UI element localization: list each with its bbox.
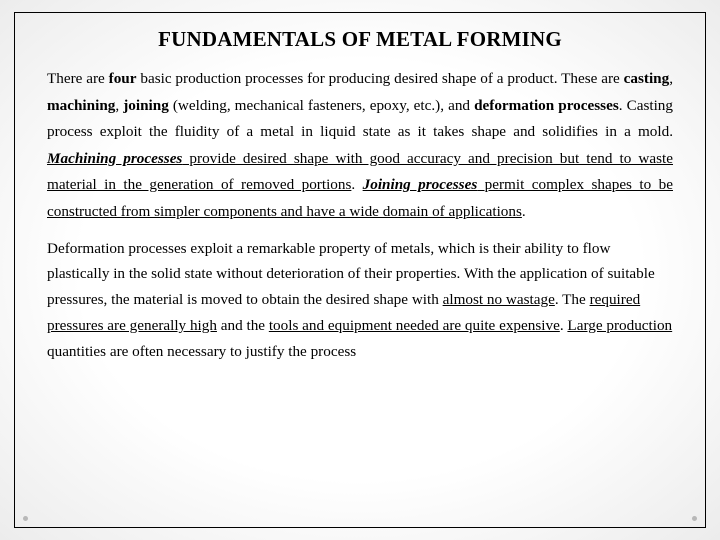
text: and the bbox=[217, 317, 269, 334]
slide-title: FUNDAMENTALS OF METAL FORMING bbox=[47, 27, 673, 52]
underline-tools: tools and equipment needed are quite exp… bbox=[269, 317, 560, 334]
underline-no-wastage: almost no wastage bbox=[443, 291, 555, 308]
text: quantities are often necessary to justif… bbox=[47, 343, 356, 360]
paragraph-2: Deformation processes exploit a remarkab… bbox=[47, 236, 673, 365]
paragraph-1: There are four basic production processe… bbox=[47, 66, 673, 226]
text: . bbox=[522, 203, 526, 220]
bold-joining: joining bbox=[123, 97, 169, 114]
bold-four: four bbox=[109, 70, 137, 87]
bold-machining: machining bbox=[47, 97, 115, 114]
emph-joining-processes: Joining processes bbox=[363, 176, 478, 193]
bold-deformation: deformation processes bbox=[474, 97, 619, 114]
text: . bbox=[351, 176, 362, 193]
bold-casting: casting bbox=[624, 70, 670, 87]
text: basic production processes for producing… bbox=[137, 70, 624, 87]
text: , bbox=[669, 70, 673, 87]
corner-dot-icon bbox=[23, 516, 28, 521]
underline-large-production: Large production bbox=[567, 317, 672, 334]
text: . The bbox=[555, 291, 590, 308]
text: (welding, mechanical fasteners, epoxy, e… bbox=[169, 97, 474, 114]
text: There are bbox=[47, 70, 109, 87]
emph-machining-processes: Machining processes bbox=[47, 150, 182, 167]
corner-dot-icon bbox=[692, 516, 697, 521]
slide-frame: FUNDAMENTALS OF METAL FORMING There are … bbox=[14, 12, 706, 528]
